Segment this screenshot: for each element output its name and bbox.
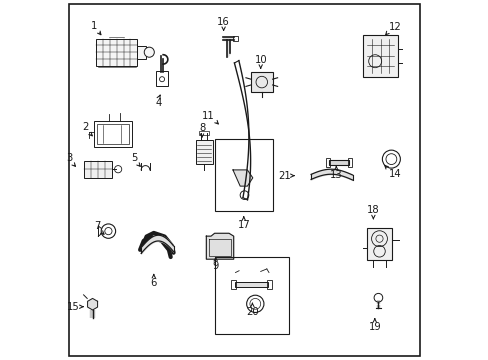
Bar (83, 161, 111, 178)
Text: 4: 4 (155, 98, 162, 108)
Polygon shape (232, 170, 252, 186)
Text: 16: 16 (217, 17, 229, 27)
Bar (232, 36, 238, 41)
Polygon shape (206, 233, 233, 259)
Text: 14: 14 (387, 169, 400, 179)
Polygon shape (87, 298, 98, 310)
Text: 12: 12 (387, 22, 401, 32)
Bar (366, 228, 391, 260)
Text: 19: 19 (367, 322, 381, 332)
Bar (325, 158, 329, 167)
Text: 9: 9 (212, 261, 219, 271)
Text: 3: 3 (66, 153, 72, 163)
Text: 20: 20 (245, 307, 258, 317)
Text: 5: 5 (131, 153, 137, 163)
Bar (215, 139, 272, 211)
Bar (328, 160, 348, 165)
Text: 15: 15 (67, 302, 80, 312)
Text: 6: 6 (150, 278, 157, 288)
Bar (94, 121, 132, 147)
Bar (97, 124, 129, 144)
Text: 7: 7 (94, 221, 101, 231)
Bar (235, 282, 267, 287)
Text: 13: 13 (329, 170, 342, 180)
Bar (195, 140, 212, 164)
Bar (137, 46, 146, 59)
Bar (156, 71, 167, 86)
Text: 8: 8 (199, 123, 205, 133)
Bar (250, 72, 272, 92)
Bar (363, 35, 397, 77)
Bar (231, 280, 236, 289)
Bar (347, 158, 351, 167)
Text: 11: 11 (202, 111, 215, 121)
Text: 2: 2 (82, 122, 89, 132)
Text: 10: 10 (254, 55, 266, 65)
Bar (266, 280, 272, 289)
Circle shape (144, 47, 154, 57)
Text: 21: 21 (277, 171, 290, 181)
Text: 17: 17 (237, 220, 250, 230)
Text: 1: 1 (91, 21, 98, 31)
Bar (215, 257, 288, 334)
Bar (199, 131, 209, 135)
Text: 18: 18 (366, 205, 379, 215)
Bar (96, 39, 137, 66)
